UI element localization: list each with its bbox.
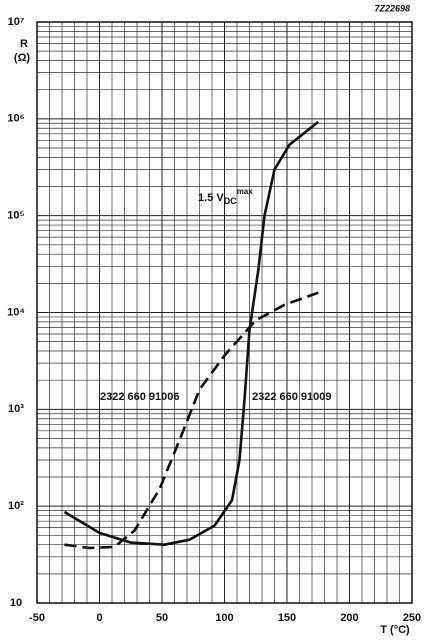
x-tick-label: 50	[156, 612, 168, 624]
x-axis-label: T (°C)	[380, 624, 410, 636]
y-tick-label: 10³	[8, 403, 24, 415]
x-tick-label: 200	[340, 612, 358, 624]
y-tick-label: 10	[10, 597, 22, 609]
annotation-text: 1.5 V	[198, 192, 224, 204]
x-tick-label: 100	[215, 612, 233, 624]
y-tick-label: 10⁴	[7, 306, 25, 318]
y-tick-label: 10⁷	[8, 16, 25, 28]
figure-code: 7Z22698	[374, 3, 410, 13]
y-axis-label: R	[20, 38, 28, 50]
plot-frame	[36, 21, 413, 604]
y-tick-label: 10⁶	[7, 113, 24, 125]
y-axis-label: (Ω)	[14, 52, 30, 64]
series-label: 2322 660 91006	[100, 391, 180, 403]
annotation-sup: max	[237, 187, 254, 196]
y-tick-label: 10²	[8, 500, 24, 512]
x-tick-label: -50	[29, 612, 45, 624]
annotation: 1.5 VDCmax	[198, 187, 253, 206]
series-label: 2322 660 91009	[252, 391, 332, 403]
annotation-sub: DC	[224, 196, 237, 206]
x-tick-label: 250	[403, 612, 421, 624]
x-tick-label: 0	[96, 612, 102, 624]
x-tick-label: 150	[278, 612, 296, 624]
series-line	[64, 291, 319, 550]
y-tick-label: 10⁵	[7, 210, 24, 222]
series-line	[63, 120, 320, 546]
